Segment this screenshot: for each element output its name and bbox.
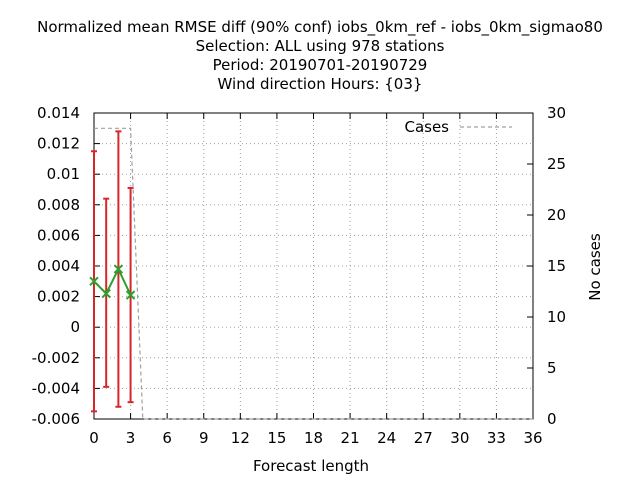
diff-point — [125, 290, 136, 300]
y-tick-label: 0 — [70, 318, 80, 336]
x-tick-label: 33 — [487, 429, 506, 447]
diff-point — [101, 288, 111, 299]
error-bars — [91, 130, 134, 413]
y2-tick-label: 20 — [547, 206, 566, 224]
diff-line — [93, 266, 132, 296]
x-tick-label: 24 — [377, 429, 396, 447]
legend-label: Cases — [404, 118, 449, 136]
y-tick-label: 0.014 — [37, 104, 80, 122]
title-line: Wind direction Hours: {03} — [218, 75, 423, 93]
y-tick-label: 0.006 — [37, 226, 80, 244]
y-tick-label: -0.004 — [32, 379, 80, 397]
x-tick-label: 9 — [199, 429, 209, 447]
x-tick-label: 21 — [341, 429, 360, 447]
chart-title: Normalized mean RMSE diff (90% conf) iob… — [37, 18, 603, 93]
y2-tick-label: 30 — [547, 104, 566, 122]
x-tick-label: 6 — [162, 429, 172, 447]
title-line: Period: 20190701-20190729 — [213, 56, 428, 74]
grid — [94, 113, 533, 419]
y-tick-label: 0.01 — [47, 165, 80, 183]
x-tick-label: 30 — [450, 429, 469, 447]
title-line: Selection: ALL using 978 stations — [196, 37, 445, 55]
x-tick-label: 15 — [267, 429, 286, 447]
title-line: Normalized mean RMSE diff (90% conf) iob… — [37, 18, 603, 37]
y-axis: -0.006 -0.004 -0.002 0 0.002 0.004 0.006 0.008 0… — [32, 104, 100, 428]
cases-line — [94, 127, 533, 420]
x-tick-label: 12 — [231, 429, 250, 447]
cases-series — [94, 127, 533, 420]
diff-point — [113, 264, 124, 274]
y2-tick-label: 5 — [547, 359, 557, 377]
diff-series — [89, 264, 136, 300]
diff-point — [89, 276, 99, 287]
y2-tick-label: 0 — [547, 410, 557, 428]
x-tick-label: 27 — [414, 429, 433, 447]
y2-axis: 0 5 10 15 20 25 30 — [527, 104, 566, 428]
y-tick-label: 0.002 — [37, 288, 80, 306]
y2-tick-label: 10 — [547, 308, 566, 326]
x-tick-label: 18 — [304, 429, 323, 447]
y2-tick-label: 15 — [547, 257, 566, 275]
y-tick-label: 0.012 — [37, 135, 80, 153]
y-tick-label: -0.002 — [32, 349, 80, 367]
x-tick-label: 36 — [523, 429, 542, 447]
y-tick-label: 0.004 — [37, 257, 80, 275]
x-axis-label: Forecast length — [253, 457, 369, 475]
y-tick-label: 0.008 — [37, 196, 80, 214]
x-axis: 0 3 6 9 12 15 18 21 24 27 30 33 36 — [89, 113, 543, 447]
x-tick-label: 3 — [126, 429, 136, 447]
x-tick-label: 0 — [89, 429, 99, 447]
y-tick-label: -0.006 — [32, 410, 80, 428]
y2-tick-label: 25 — [547, 155, 566, 173]
y2-axis-label: No cases — [586, 233, 604, 301]
legend: Cases — [404, 118, 512, 136]
